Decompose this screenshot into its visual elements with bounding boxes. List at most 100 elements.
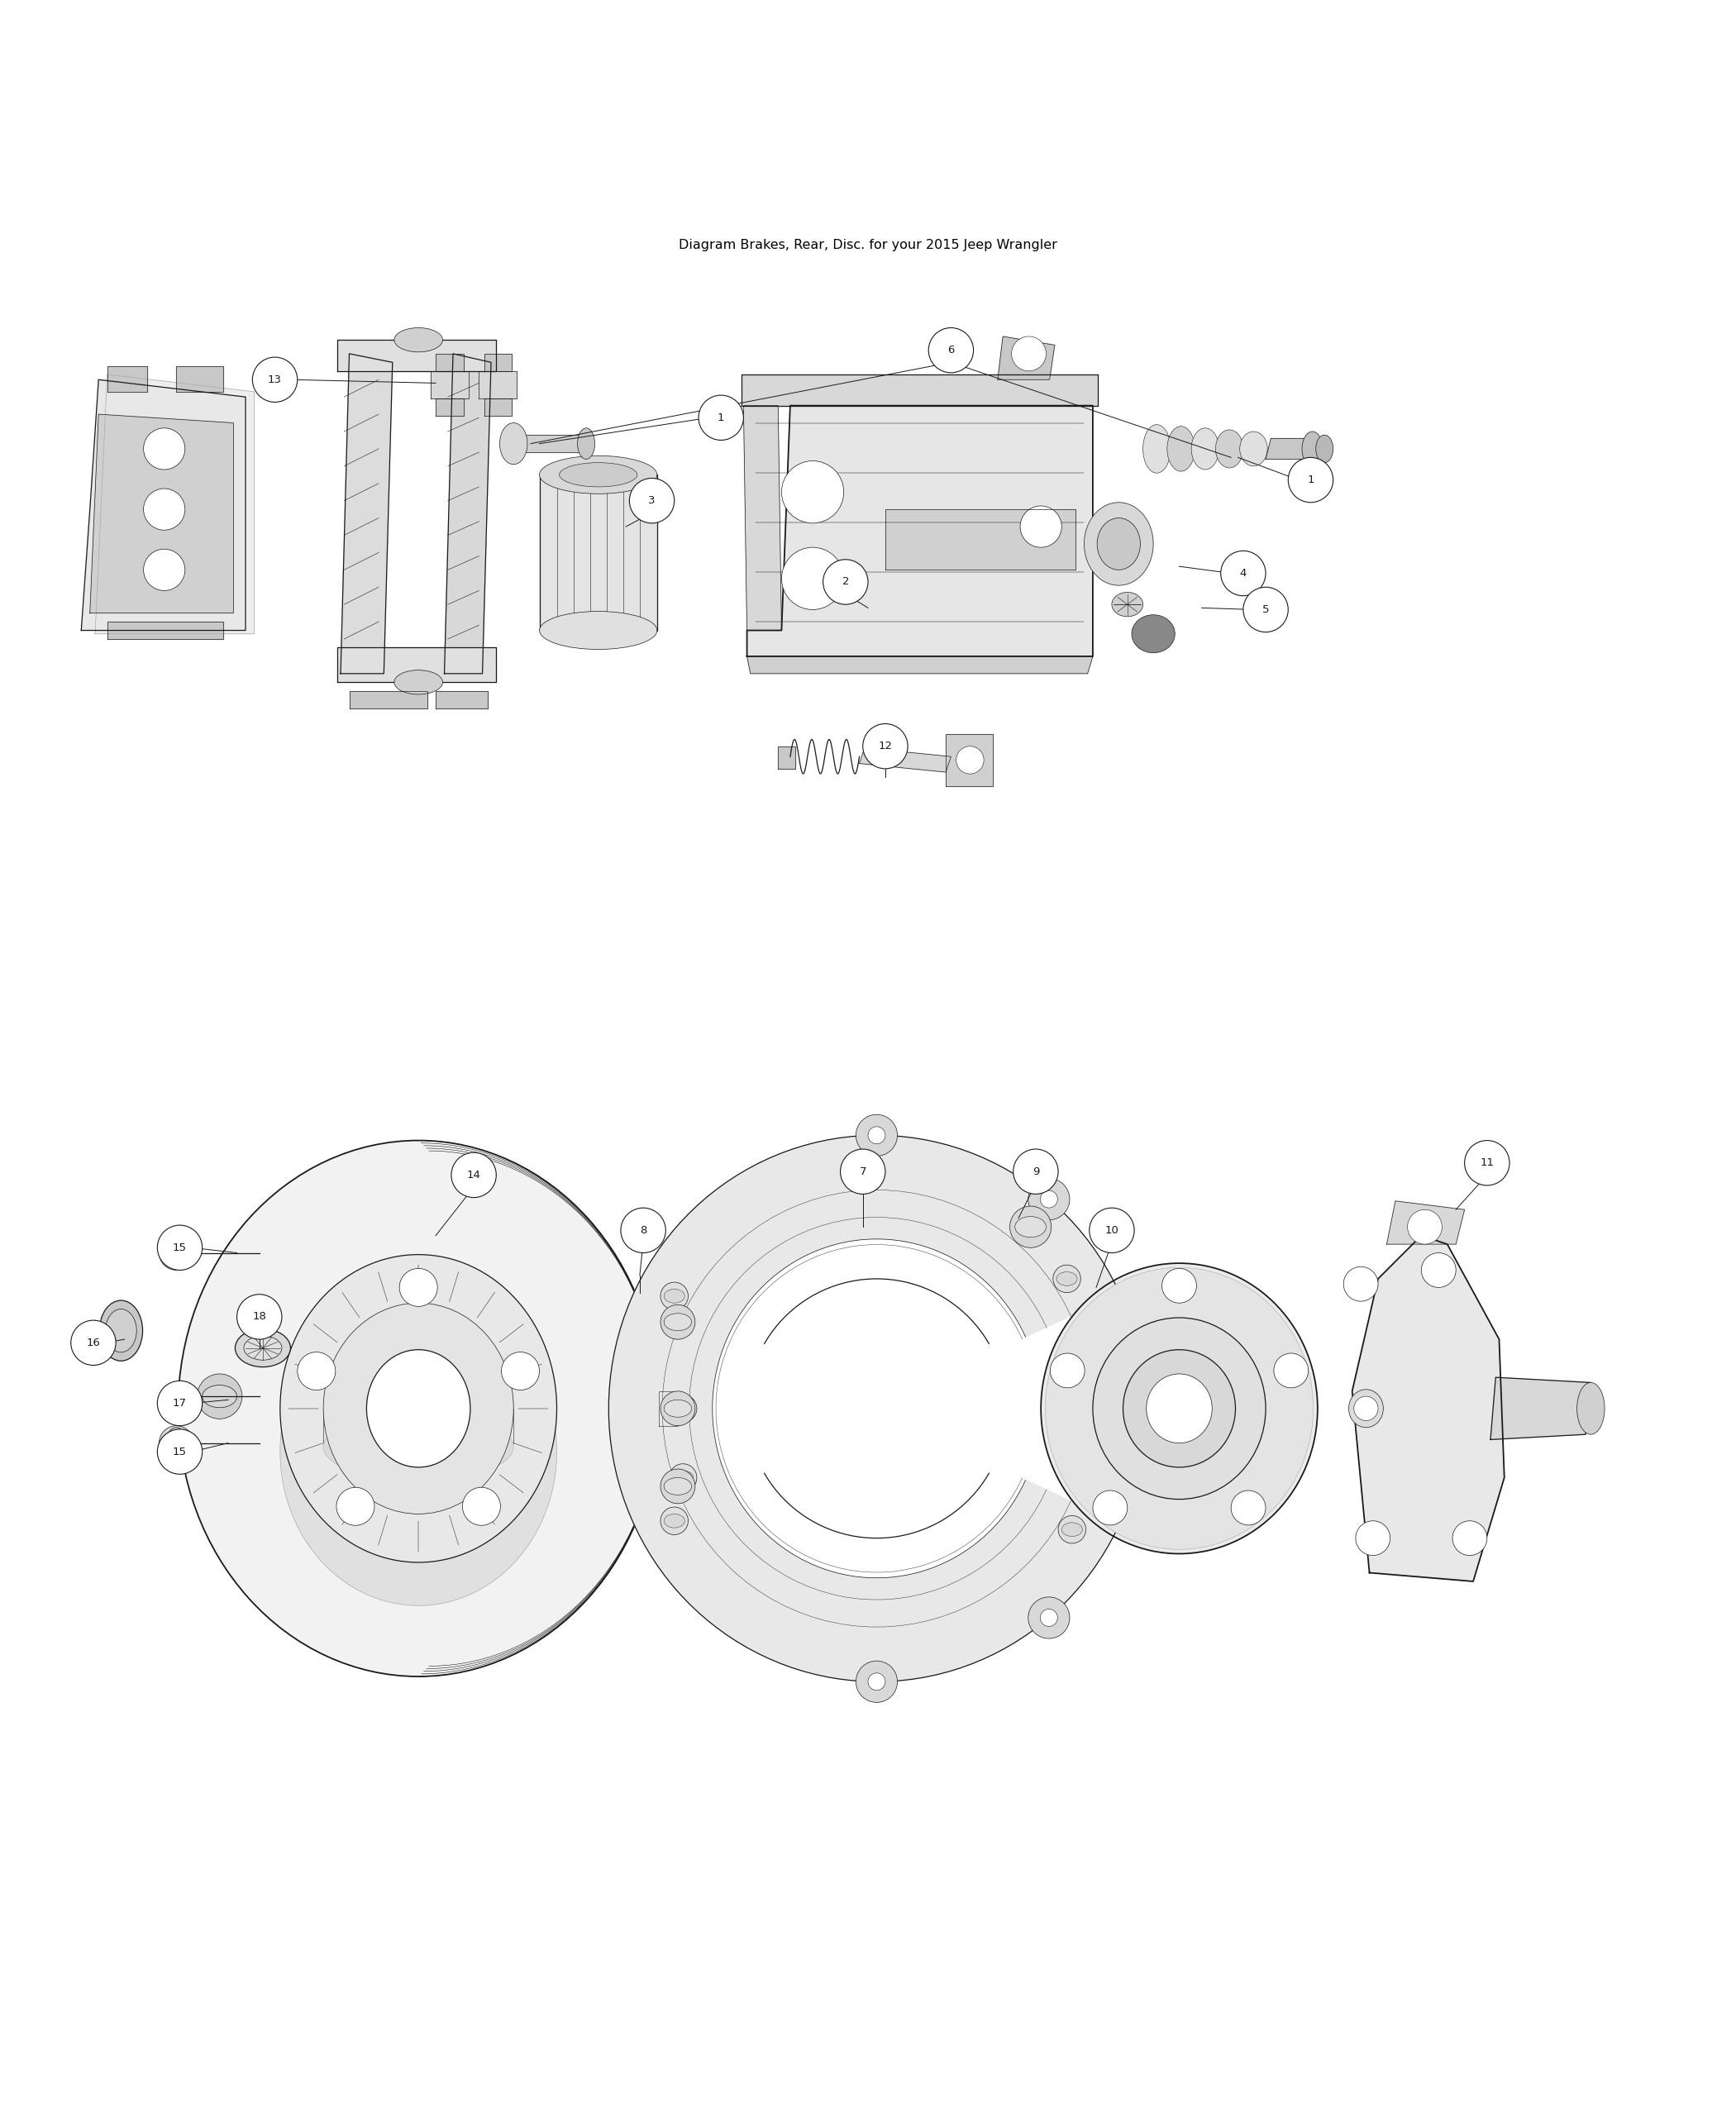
Polygon shape	[95, 375, 253, 635]
Circle shape	[856, 1661, 898, 1703]
Polygon shape	[741, 375, 1097, 405]
Ellipse shape	[1016, 1216, 1047, 1237]
Circle shape	[868, 1126, 885, 1145]
Ellipse shape	[1316, 434, 1333, 462]
Circle shape	[71, 1320, 116, 1366]
Ellipse shape	[1240, 432, 1267, 466]
Ellipse shape	[1142, 424, 1170, 472]
Polygon shape	[746, 656, 1092, 675]
Polygon shape	[340, 354, 392, 675]
Ellipse shape	[234, 1328, 290, 1366]
Ellipse shape	[394, 327, 443, 352]
Circle shape	[840, 1149, 885, 1193]
Circle shape	[1040, 1191, 1057, 1208]
Ellipse shape	[366, 1349, 470, 1467]
Polygon shape	[514, 434, 583, 453]
Ellipse shape	[1097, 519, 1141, 569]
Text: 5: 5	[1262, 605, 1269, 616]
Circle shape	[1059, 1516, 1087, 1543]
Ellipse shape	[203, 1385, 236, 1408]
Ellipse shape	[672, 1402, 693, 1414]
Text: 15: 15	[174, 1242, 187, 1252]
Circle shape	[1012, 337, 1047, 371]
Circle shape	[630, 479, 674, 523]
Polygon shape	[479, 371, 517, 398]
Circle shape	[1028, 1598, 1069, 1638]
Ellipse shape	[1123, 1349, 1236, 1467]
Text: 8: 8	[641, 1225, 648, 1235]
Polygon shape	[436, 354, 464, 371]
Circle shape	[1344, 1267, 1378, 1301]
Polygon shape	[444, 354, 491, 675]
Ellipse shape	[1132, 616, 1175, 653]
Polygon shape	[998, 337, 1055, 379]
Circle shape	[1465, 1140, 1510, 1185]
Polygon shape	[349, 691, 427, 708]
Ellipse shape	[1191, 428, 1219, 470]
Circle shape	[198, 1374, 241, 1419]
Polygon shape	[540, 474, 656, 630]
Text: 15: 15	[174, 1446, 187, 1457]
Ellipse shape	[106, 1309, 137, 1351]
Ellipse shape	[179, 1140, 658, 1676]
Circle shape	[236, 1294, 281, 1339]
Polygon shape	[1387, 1202, 1465, 1244]
Ellipse shape	[243, 1336, 281, 1360]
Ellipse shape	[1057, 1271, 1078, 1286]
Text: 3: 3	[648, 495, 656, 506]
Polygon shape	[177, 367, 222, 392]
Polygon shape	[859, 748, 951, 772]
Text: 13: 13	[267, 375, 281, 386]
Circle shape	[144, 489, 186, 529]
Circle shape	[1040, 1608, 1057, 1627]
Circle shape	[660, 1469, 694, 1503]
Polygon shape	[431, 371, 469, 398]
Circle shape	[781, 548, 844, 609]
Circle shape	[160, 1425, 194, 1461]
Polygon shape	[609, 1136, 1120, 1682]
Polygon shape	[484, 354, 512, 371]
Ellipse shape	[559, 462, 637, 487]
Circle shape	[1054, 1265, 1082, 1292]
Circle shape	[1354, 1395, 1378, 1421]
Text: 14: 14	[467, 1170, 481, 1180]
Polygon shape	[337, 647, 496, 683]
Circle shape	[1408, 1210, 1443, 1244]
Text: 9: 9	[1033, 1166, 1040, 1176]
Circle shape	[1231, 1490, 1266, 1524]
Circle shape	[1028, 1178, 1069, 1221]
Circle shape	[660, 1391, 694, 1425]
Polygon shape	[82, 379, 245, 630]
Ellipse shape	[323, 1412, 514, 1482]
Circle shape	[1010, 1206, 1052, 1248]
Circle shape	[1243, 588, 1288, 632]
Circle shape	[863, 723, 908, 769]
Circle shape	[621, 1208, 665, 1252]
Ellipse shape	[167, 1237, 187, 1269]
Text: 10: 10	[1104, 1225, 1118, 1235]
Ellipse shape	[394, 670, 443, 694]
Ellipse shape	[663, 1400, 691, 1417]
Circle shape	[957, 746, 984, 774]
Text: 12: 12	[878, 740, 892, 753]
Text: 2: 2	[842, 578, 849, 588]
Text: 11: 11	[1481, 1157, 1495, 1168]
Circle shape	[1161, 1269, 1196, 1303]
Ellipse shape	[1576, 1383, 1604, 1433]
Ellipse shape	[1085, 502, 1153, 586]
Ellipse shape	[540, 455, 656, 493]
Polygon shape	[1352, 1235, 1505, 1581]
Circle shape	[1021, 506, 1062, 548]
Ellipse shape	[578, 428, 595, 460]
Polygon shape	[108, 622, 222, 639]
Circle shape	[451, 1153, 496, 1197]
Circle shape	[1014, 1149, 1059, 1193]
Circle shape	[668, 1395, 696, 1423]
Circle shape	[668, 1463, 696, 1492]
Circle shape	[1288, 457, 1333, 502]
Ellipse shape	[1042, 1263, 1318, 1554]
Text: 6: 6	[948, 346, 955, 356]
Ellipse shape	[1062, 1522, 1083, 1537]
Circle shape	[823, 559, 868, 605]
Circle shape	[1422, 1252, 1457, 1288]
